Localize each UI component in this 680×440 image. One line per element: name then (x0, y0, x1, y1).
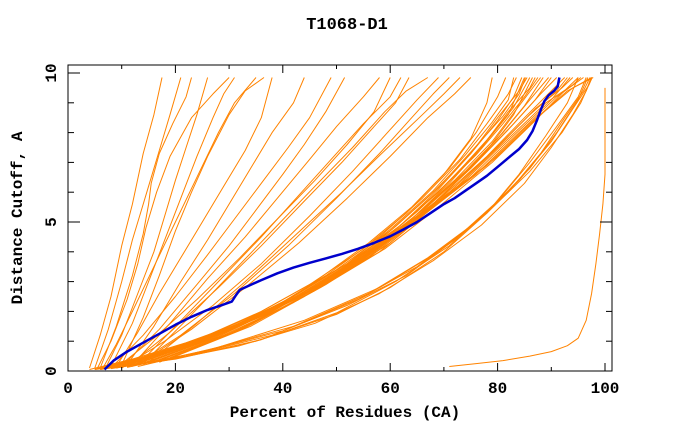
axis-tick-labels: 0 20 40 60 80 100 0 5 10 (43, 63, 619, 398)
model-curve-5 (110, 77, 235, 367)
model-curve-45 (121, 77, 533, 368)
model-curve-35 (164, 77, 594, 362)
model-curve-50 (116, 77, 539, 369)
x-tick-label-60: 60 (381, 380, 400, 398)
model-curve-34 (159, 77, 592, 363)
model-curve-4 (105, 77, 209, 369)
y-axis-label: Distance Cutoff, A (9, 131, 27, 304)
model-curve-37 (105, 77, 587, 370)
model-curve-25 (110, 77, 528, 369)
model-curve-15 (137, 77, 402, 366)
plot-frame (67, 64, 613, 372)
model-curve-41 (100, 77, 592, 370)
model-curve-2 (94, 77, 182, 369)
y-tick-label-10: 10 (43, 63, 61, 82)
highlighted-model-group (103, 77, 561, 371)
chart-title: T1068-D1 (306, 16, 388, 35)
x-tick-label-20: 20 (166, 380, 185, 398)
model-curve-55 (449, 87, 606, 367)
x-tick-label-40: 40 (273, 380, 292, 398)
model-curve-18 (121, 77, 439, 369)
model-curve-7 (121, 77, 265, 366)
model-curve-12 (121, 77, 346, 367)
model-curve-1 (89, 77, 163, 369)
model-curve-6 (102, 77, 257, 369)
model-curve-42 (110, 77, 589, 370)
model-curve-9 (115, 77, 273, 367)
model-curve-54 (159, 77, 579, 363)
model-curve-53 (94, 77, 526, 370)
x-axis-label: Percent of Residues (CA) (230, 404, 460, 422)
model-curve-3 (99, 77, 192, 369)
model-curve-33 (153, 77, 584, 363)
model-curve-8 (97, 77, 230, 369)
model-curves-group (89, 77, 606, 370)
model-curve-13 (132, 77, 380, 366)
model-curve-47 (89, 77, 515, 370)
model-curve-17 (142, 77, 429, 364)
x-tick-label-100: 100 (591, 380, 620, 398)
y-tick-label-0: 0 (43, 366, 61, 376)
highlighted-model-curve (103, 77, 561, 371)
model-curve-11 (110, 77, 332, 369)
model-curve-27 (121, 77, 541, 367)
model-curve-28 (126, 77, 549, 367)
model-curve-21 (137, 77, 472, 366)
x-tick-label-80: 80 (488, 380, 507, 398)
x-tick-label-0: 0 (63, 380, 73, 398)
model-curve-16 (126, 77, 410, 367)
axis-ticks (67, 65, 612, 372)
y-tick-label-5: 5 (43, 217, 61, 227)
